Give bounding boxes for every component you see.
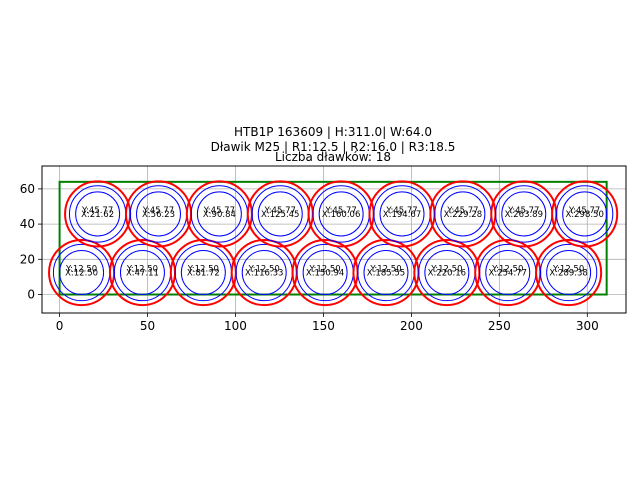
inner-circle	[180, 250, 226, 296]
inner-circle	[241, 250, 287, 296]
gland-y-label: Y:12.50	[248, 265, 280, 275]
gland-y-label: Y:45.77	[568, 206, 600, 216]
x-tick-label-300: 300	[576, 319, 599, 333]
y-tick-label-40: 40	[20, 217, 35, 231]
y-tick-label-20: 20	[20, 252, 35, 266]
gland-x-label: X:12.50	[65, 269, 98, 279]
gland-y-label: Y:12.50	[126, 265, 158, 275]
inner-circle	[196, 191, 242, 237]
axis-ticks: 0 50 100 150 200 250 300 0 20 40 60	[20, 182, 599, 333]
gland-x-label: X:185.55	[367, 269, 405, 279]
gland-x-label: X:116.33	[245, 269, 283, 279]
axes-frame	[41, 165, 627, 314]
gland-y-label: Y:45.77	[142, 206, 174, 216]
gland-y-label: Y:12.50	[369, 265, 401, 275]
inner-circle	[379, 191, 425, 237]
gland-x-label: X:56.23	[142, 210, 175, 220]
chart-title-line-3: Liczba dławków: 18	[275, 150, 391, 164]
inner-circle	[501, 191, 547, 237]
inner-circle	[119, 250, 165, 296]
x-tick-label-200: 200	[400, 319, 423, 333]
gland-x-label: X:263.89	[505, 210, 543, 220]
gland-x-label: X:298.50	[565, 210, 603, 220]
inner-circle	[257, 191, 303, 237]
gland-x-label: X:194.67	[383, 210, 421, 220]
plot-area: Y:12.50X:12.50 Y:12.50X:47.11 Y:12.50X:81.…	[48, 180, 619, 307]
gland-y-label: Y:45.77	[325, 206, 357, 216]
gland-y-label: Y:12.50	[187, 265, 219, 275]
x-tick-label-250: 250	[488, 319, 511, 333]
gland-x-label: X:125.45	[261, 210, 299, 220]
x-tick-label-50: 50	[140, 319, 155, 333]
gland-x-label: X:220.16	[428, 269, 466, 279]
gland-y-label: Y:12.50	[552, 265, 584, 275]
gland-x-label: X:21.62	[81, 210, 114, 220]
middle-circle	[556, 185, 614, 243]
gland-8: Y:12.50X:254.77	[474, 238, 542, 307]
gland-y-label: Y:45.77	[264, 206, 296, 216]
inner-circle	[485, 250, 531, 296]
gland-y-label: Y:45.77	[203, 206, 235, 216]
gland-y-label: Y:12.50	[430, 265, 462, 275]
gland-x-label: X:289.38	[549, 269, 587, 279]
inner-circle	[424, 250, 470, 296]
chart-title-line-2: Dławik M25 | R1:12.5 | R2:16.0 | R3:18.5	[211, 140, 456, 154]
gland-x-label: X:150.94	[306, 269, 344, 279]
gland-y-label: Y:12.50	[491, 265, 523, 275]
inner-circle	[59, 250, 105, 296]
x-tick-label-0: 0	[56, 319, 64, 333]
inner-circle	[546, 250, 592, 296]
inner-circle	[302, 250, 348, 296]
outer-circle	[535, 238, 603, 307]
gland-y-label: Y:45.77	[81, 206, 113, 216]
inner-circle	[363, 250, 409, 296]
y-tick-label-60: 60	[20, 182, 35, 196]
inner-circle	[318, 191, 364, 237]
gland-y-label: Y:45.77	[446, 206, 478, 216]
inner-circle	[75, 191, 121, 237]
gland-x-label: X:160.06	[322, 210, 360, 220]
gland-y-label: Y:12.50	[308, 265, 340, 275]
inner-circle	[562, 191, 608, 237]
gland-18: Y:45.77X:298.50	[551, 180, 619, 248]
gland-y-label: Y:12.50	[65, 265, 97, 275]
gland-x-label: X:229.28	[444, 210, 482, 220]
gland-9: Y:12.50X:289.38	[535, 238, 603, 307]
x-tick-label-100: 100	[224, 319, 247, 333]
gland-x-label: X:254.77	[489, 269, 527, 279]
inner-circle	[440, 191, 486, 237]
middle-circle	[539, 243, 598, 302]
inner-circle	[136, 191, 181, 237]
y-tick-label-0: 0	[27, 288, 35, 302]
x-tick-label-150: 150	[312, 319, 335, 333]
gland-y-label: Y:45.77	[385, 206, 417, 216]
gland-x-label: X:47.11	[126, 269, 159, 279]
gland-y-label: Y:45.77	[507, 206, 539, 216]
chart-title-line-1: HTB1P 163609 | H:311.0| W:64.0	[234, 125, 432, 139]
gland-x-label: X:90.84	[203, 210, 236, 220]
outer-circle	[551, 180, 619, 248]
gland-x-label: X:81.72	[187, 269, 220, 279]
